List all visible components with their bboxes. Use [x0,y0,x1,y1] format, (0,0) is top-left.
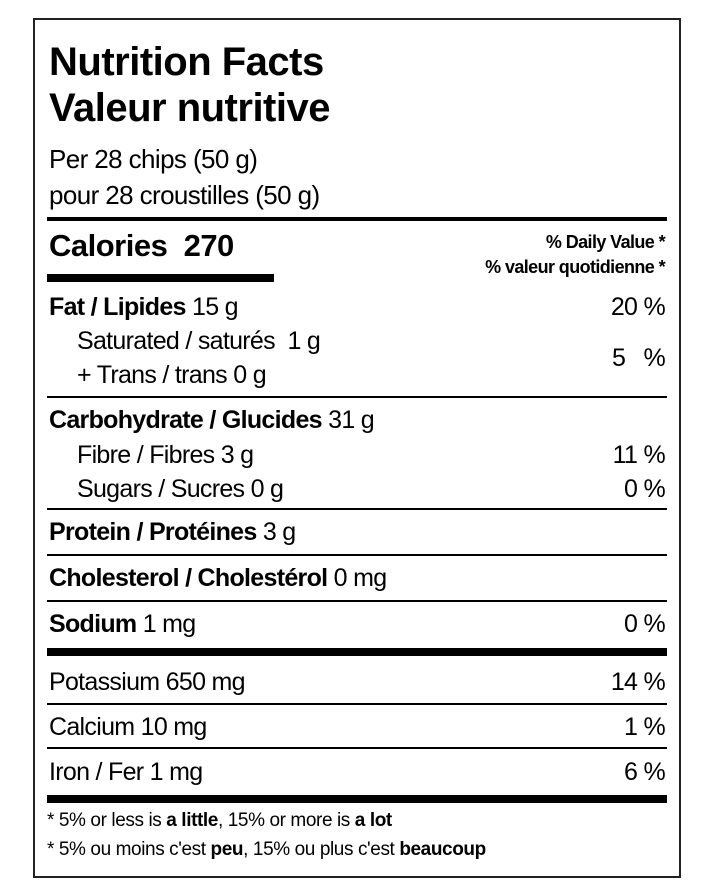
iron-name: Iron / Fer [49,758,144,786]
iron-dv: 6 % [624,758,666,786]
sodium-dv: 0 % [624,610,666,638]
cholesterol-name: Cholesterol / Cholestérol [49,564,328,592]
nutrition-facts-label: Nutrition Facts Valeur nutritive Per 28 … [33,18,681,878]
divider [47,600,667,602]
carb-amount: 31 g [328,406,375,434]
thick-divider [47,795,667,803]
sat-trans-dv: 5 % [612,344,666,372]
serving-size-en: Per 28 chips (50 g) [49,144,258,174]
fibre-amount: 3 g [220,441,254,469]
sodium-amount: 1 mg [142,610,196,638]
sugars-dv: 0 % [624,475,666,503]
trans-amount: 0 g [233,361,266,389]
fat-amount: 15 g [192,293,239,321]
daily-value-header-fr: % valeur quotidienne * [485,257,665,277]
iron-amount: 1 mg [149,758,203,786]
cholesterol-amount: 0 mg [333,564,387,592]
serving-size-fr: pour 28 croustilles (50 g) [49,180,320,210]
thick-divider [47,648,667,656]
title-fr: Valeur nutritive [49,86,330,130]
divider [47,396,667,398]
fat-dv: 20 % [610,293,666,321]
protein-name: Protein / Protéines [49,518,257,546]
divider [47,508,667,510]
divider [47,554,667,556]
saturated-amount: 1 g [287,327,321,355]
protein-amount: 3 g [262,518,296,546]
fibre-name: Fibre / Fibres [77,441,215,469]
sodium-name: Sodium [49,610,137,638]
calcium-dv: 1 % [624,713,666,741]
calcium-amount: 10 mg [140,713,208,741]
potassium-amount: 650 mg [165,668,246,696]
potassium-dv: 14 % [610,668,666,696]
calories-value: 270 [183,228,235,263]
daily-value-header-en: % Daily Value * [545,232,666,252]
calcium-name: Calcium [49,713,135,741]
calories-underline [47,274,274,282]
fat-name: Fat / Lipides [49,293,186,321]
fibre-dv: 11 % [612,441,666,469]
thick-divider [47,217,667,221]
divider [47,747,667,749]
sugars-amount: 0 g [250,475,284,503]
footnote-en: * 5% or less is a little, 15% or more is… [47,810,392,831]
title-en: Nutrition Facts [49,40,324,84]
trans-name: + Trans / trans [77,361,228,389]
potassium-name: Potassium [49,668,160,696]
carb-name: Carbohydrate / Glucides [49,406,323,434]
calories-row: Calories 270 [49,228,234,264]
footnote-fr: * 5% ou moins c'est peu, 15% ou plus c'e… [47,839,486,860]
saturated-name: Saturated / saturés [77,327,276,355]
calories-label: Calories [49,228,168,263]
divider [47,703,667,705]
sugars-name: Sugars / Sucres [77,475,245,503]
